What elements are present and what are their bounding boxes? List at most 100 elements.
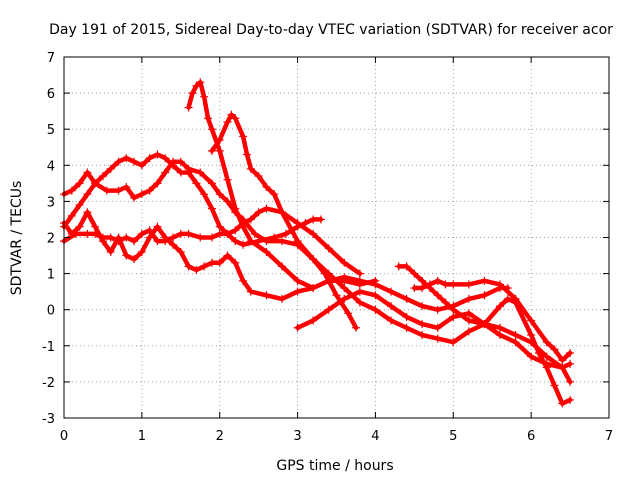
data-point	[433, 291, 442, 300]
x-tick-label: 1	[138, 429, 146, 444]
data-point	[200, 190, 209, 199]
data-point	[542, 338, 551, 347]
data-point	[122, 154, 131, 163]
data-series-group	[60, 78, 575, 408]
data-point	[207, 258, 216, 267]
series-sat-i	[410, 276, 575, 365]
data-point	[449, 280, 458, 289]
data-point	[464, 294, 473, 303]
data-point	[169, 240, 177, 249]
data-point	[464, 280, 473, 289]
data-point	[340, 273, 349, 282]
data-point	[153, 150, 162, 159]
data-point	[207, 146, 216, 155]
data-point	[130, 157, 139, 166]
data-point	[145, 154, 154, 163]
data-point	[371, 305, 380, 314]
data-point	[239, 240, 248, 249]
x-tick-label: 2	[216, 429, 224, 444]
data-point	[153, 237, 162, 246]
data-point	[184, 168, 193, 177]
data-point	[293, 276, 302, 285]
data-point	[67, 186, 76, 195]
x-tick-label: 5	[449, 429, 457, 444]
data-point	[425, 280, 434, 289]
data-point	[145, 233, 154, 242]
series-sat-e	[184, 78, 512, 314]
data-point	[402, 294, 411, 303]
data-point	[130, 255, 139, 264]
data-point	[207, 125, 216, 134]
data-point	[449, 312, 458, 321]
data-point	[511, 338, 520, 347]
data-point	[480, 320, 489, 329]
y-tick-label: 6	[47, 87, 55, 102]
data-point	[449, 338, 458, 347]
data-point	[278, 208, 286, 217]
data-point	[196, 168, 205, 177]
data-point	[480, 291, 489, 300]
data-point	[402, 312, 411, 321]
axis-ticks: 0 1 2 3 4 5 6 7 -3 -2 -1 0 1 2 3 4 5 6 7	[42, 51, 613, 444]
data-point	[355, 276, 364, 285]
y-tick-label: 3	[47, 195, 55, 210]
data-point	[114, 186, 123, 195]
data-point	[566, 377, 575, 386]
data-point	[340, 258, 349, 267]
data-point	[75, 222, 84, 231]
data-point	[169, 161, 177, 170]
data-point	[91, 179, 100, 188]
data-point	[196, 78, 205, 87]
data-point	[169, 233, 177, 242]
data-point	[542, 352, 551, 361]
data-point	[480, 276, 489, 285]
data-point	[231, 204, 240, 213]
data-point	[137, 190, 146, 199]
data-point	[67, 229, 76, 238]
data-point	[402, 323, 411, 332]
series-sat-d	[60, 208, 380, 303]
grid	[64, 57, 609, 418]
data-point	[566, 395, 575, 404]
data-point	[176, 157, 185, 166]
data-point	[184, 262, 193, 271]
data-point	[496, 280, 504, 289]
data-point	[496, 330, 504, 339]
data-point	[527, 316, 536, 325]
data-point	[309, 316, 318, 325]
data-point	[161, 168, 170, 177]
data-point	[262, 247, 271, 256]
data-point	[293, 287, 302, 296]
data-point	[231, 237, 240, 246]
data-point	[231, 114, 240, 123]
x-tick-label: 3	[293, 429, 301, 444]
data-point	[207, 179, 216, 188]
data-point	[200, 262, 209, 271]
y-tick-label: 1	[47, 268, 55, 283]
data-point	[239, 276, 248, 285]
data-point	[441, 280, 450, 289]
data-point	[161, 154, 170, 163]
x-tick-label: 4	[371, 429, 379, 444]
data-point	[418, 320, 427, 329]
data-point	[153, 179, 162, 188]
data-point	[192, 265, 201, 274]
data-point	[418, 284, 427, 293]
data-point	[242, 150, 251, 159]
data-point	[239, 222, 248, 231]
data-point	[355, 298, 364, 307]
y-axis-label: SDTVAR / TECUs	[9, 181, 25, 296]
data-point	[223, 251, 232, 260]
y-tick-label: 2	[47, 232, 55, 247]
data-point	[301, 219, 310, 228]
x-tick-label: 0	[60, 429, 68, 444]
y-tick-label: -3	[42, 412, 55, 427]
data-point	[184, 229, 193, 238]
y-tick-label: 5	[47, 123, 55, 138]
data-point	[418, 302, 427, 311]
data-point	[246, 215, 255, 224]
data-point	[278, 262, 286, 271]
data-point	[215, 229, 224, 238]
data-point	[145, 186, 154, 195]
data-point	[387, 316, 395, 325]
